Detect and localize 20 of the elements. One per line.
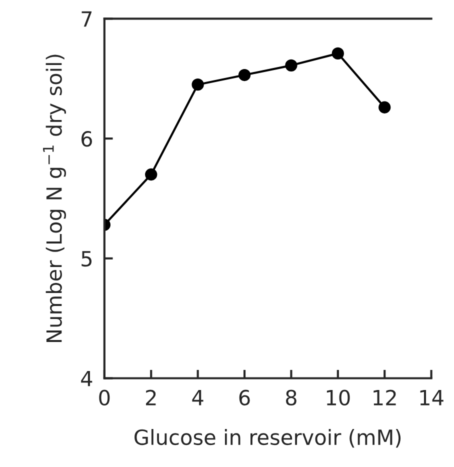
- y-tick-label: 4: [81, 370, 92, 386]
- point: [378, 101, 391, 114]
- point: [238, 68, 251, 82]
- x-tick-label: 12: [374, 390, 396, 406]
- x-tick-label: 14: [420, 390, 444, 406]
- x-tick-label: 10: [326, 390, 350, 406]
- x-tick-label: 4: [192, 390, 204, 406]
- y-tick-label: 6: [82, 130, 92, 147]
- y-tick-label: 5: [82, 251, 92, 267]
- y-tick-label: 7: [82, 11, 92, 27]
- x-tick-label: 2: [146, 390, 156, 406]
- point: [285, 59, 298, 72]
- x-tick-label: 0: [99, 390, 110, 406]
- x-tick-label: 6: [239, 390, 250, 406]
- point: [332, 47, 344, 60]
- x-tick-label: 8: [286, 390, 296, 406]
- point: [145, 168, 158, 181]
- x-axis-title: Glucose in reservoir (mM): [134, 428, 401, 448]
- point: [192, 78, 204, 91]
- y-axis-title: Number (Log N g$^{−1}$ dry soil): [43, 54, 66, 342]
